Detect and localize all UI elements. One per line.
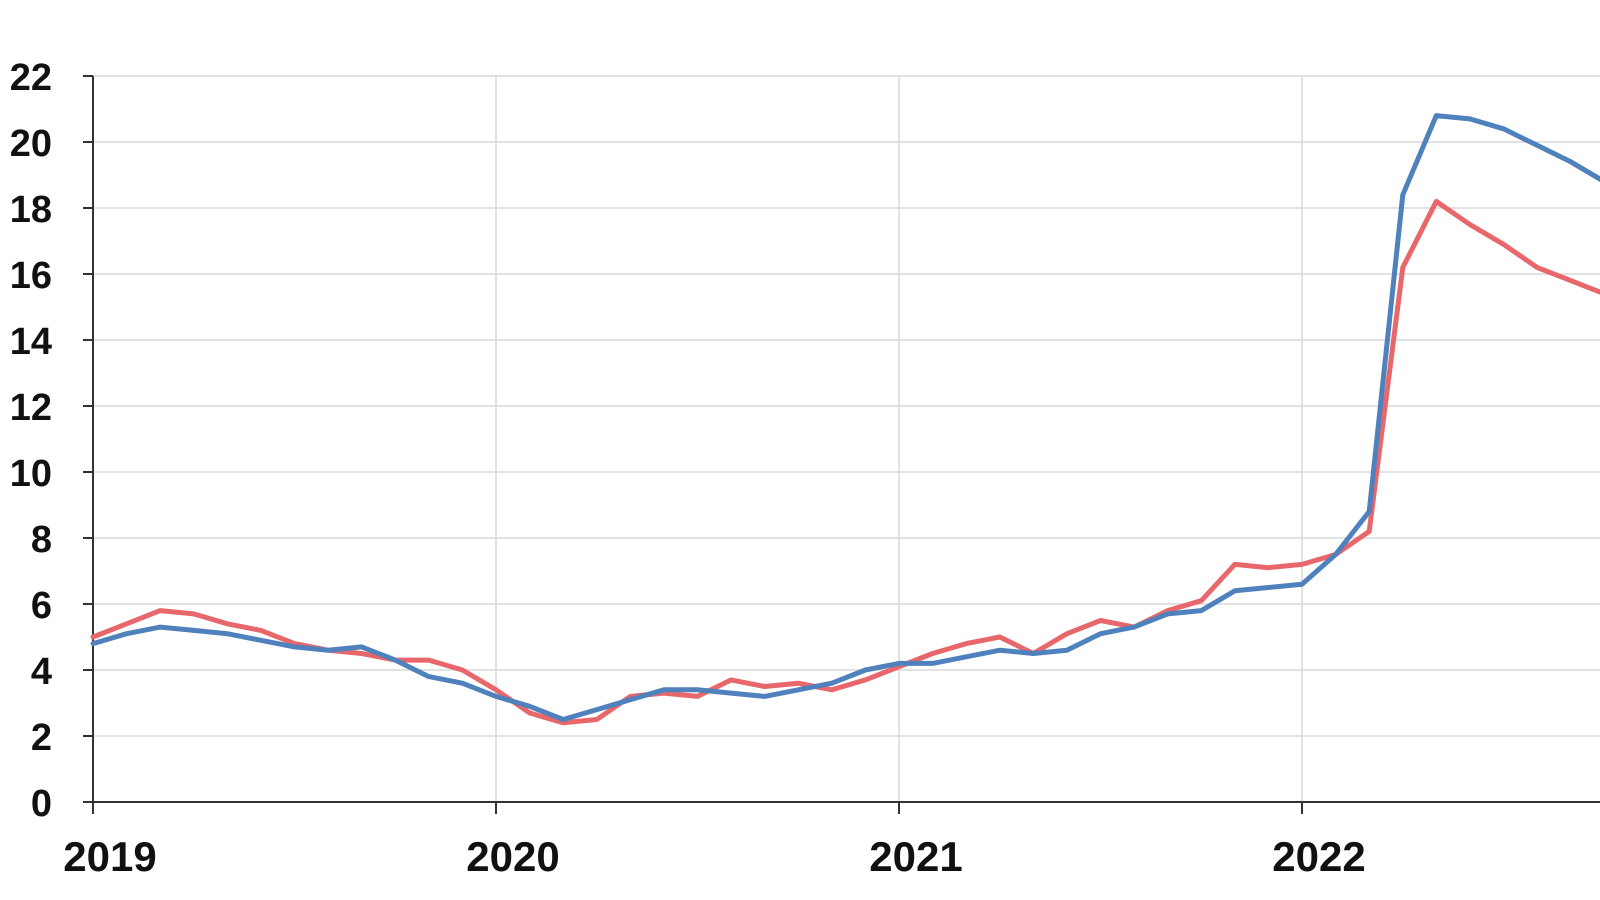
x-axis-tick-labels: 2019 2020 2021 2022 [63, 833, 1365, 880]
y-tick-label: 4 [31, 651, 52, 693]
x-tick-label: 2020 [466, 833, 559, 880]
y-tick-label: 0 [31, 783, 52, 825]
y-tick-label: 22 [10, 57, 52, 99]
series-lines [90, 113, 1600, 726]
series-line-1 [90, 198, 1600, 726]
y-tick-label: 8 [31, 519, 52, 561]
y-tick-label: 6 [31, 585, 52, 627]
y-tick-label: 14 [10, 321, 52, 363]
y-axis-tick-labels: 0 2 4 6 8 10 12 14 16 18 20 22 [10, 57, 52, 825]
axes [83, 75, 1600, 814]
x-tick-label: 2021 [869, 833, 962, 880]
y-tick-label: 20 [10, 123, 52, 165]
y-tick-label: 2 [31, 717, 52, 759]
y-tick-label: 10 [10, 453, 52, 495]
y-tick-label: 18 [10, 189, 52, 231]
x-tick-label: 2019 [63, 833, 156, 880]
series-line-2 [90, 113, 1600, 722]
y-tick-label: 16 [10, 255, 52, 297]
x-tick-label: 2022 [1272, 833, 1365, 880]
y-tick-label: 12 [10, 387, 52, 429]
gridlines [93, 75, 1600, 802]
